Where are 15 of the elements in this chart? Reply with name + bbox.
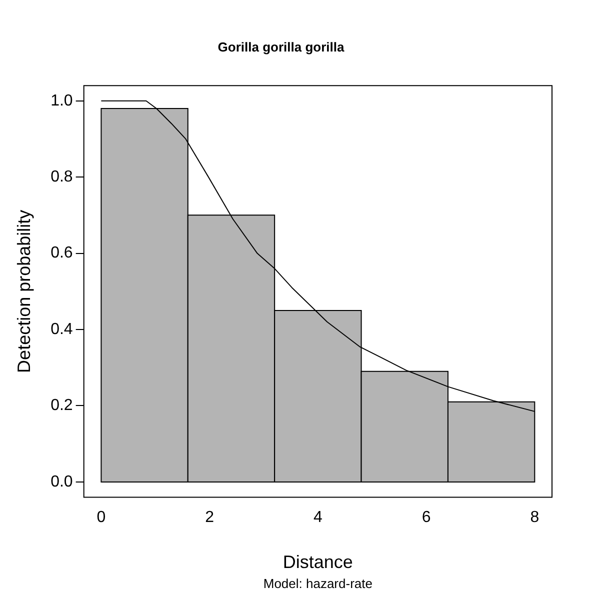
chart-title: Gorilla gorilla gorilla (218, 39, 345, 54)
y-axis-title: Detection probability (14, 210, 34, 373)
x-axis-title: Distance (282, 552, 353, 572)
x-tick-label: 8 (530, 509, 540, 526)
y-tick-label: 0.4 (50, 320, 73, 338)
y-tick-label: 1.0 (50, 92, 73, 110)
y-tick-label: 0.2 (50, 397, 73, 414)
x-tick-label: 4 (313, 509, 322, 526)
x-tick-label: 0 (96, 509, 106, 526)
text: Model: hazard-rate (263, 576, 372, 591)
x-tick-label: 2 (205, 509, 214, 526)
y-tick-label: 0.0 (50, 473, 73, 490)
y-tick-label: 0.8 (50, 168, 73, 186)
y-tick-label: 0.6 (50, 244, 73, 262)
x-tick-label: 6 (422, 509, 431, 526)
